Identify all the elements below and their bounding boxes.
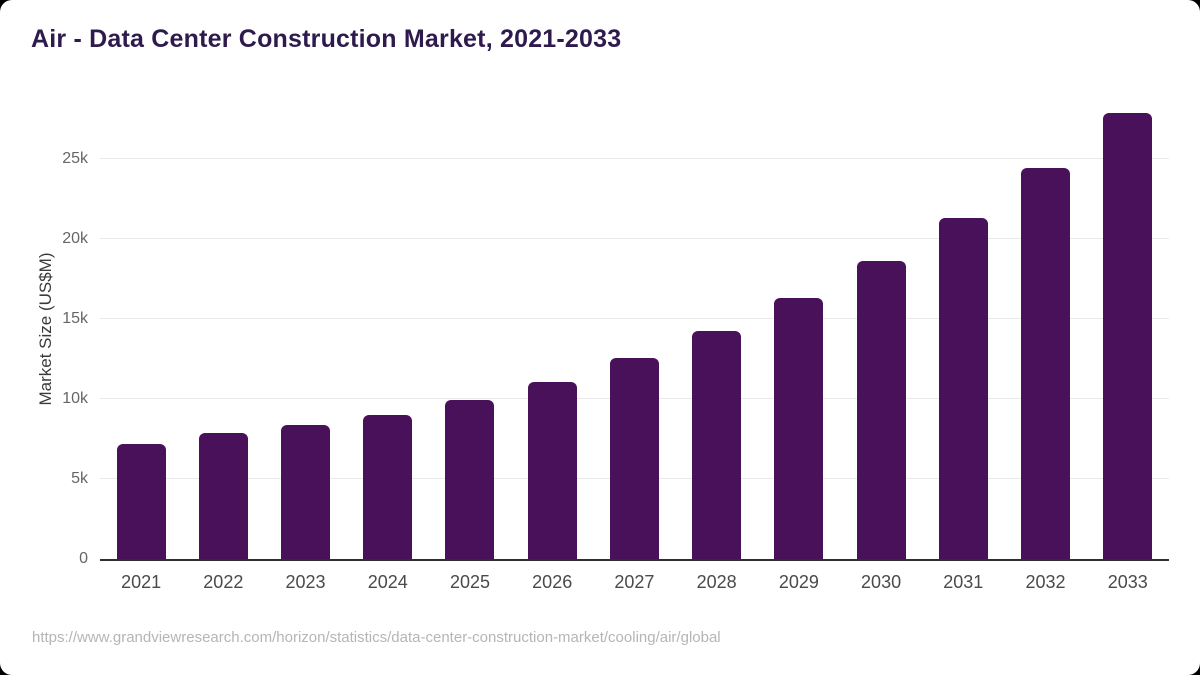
y-tick-label-15k: 15k [62, 310, 88, 327]
x-tick-label-2027: 2027 [614, 572, 655, 592]
source-url: https://www.grandviewresearch.com/horizo… [32, 629, 721, 646]
bar-2029[interactable] [774, 298, 824, 559]
y-tick-label-25k: 25k [62, 150, 88, 167]
x-tick-label-2024: 2024 [367, 572, 408, 592]
x-tick-label-2032: 2032 [1025, 572, 1066, 592]
x-tick-label-2025: 2025 [449, 572, 490, 592]
x-tick-label-2031: 2031 [943, 572, 984, 592]
bars-row [100, 99, 1169, 559]
y-tick-label-10k: 10k [62, 390, 88, 407]
x-tick-label-2022: 2022 [203, 572, 244, 592]
gridline-25k [100, 158, 1169, 159]
bar-2022[interactable] [198, 433, 248, 559]
x-tick-label-2033: 2033 [1107, 572, 1148, 592]
bar-2032[interactable] [1021, 168, 1071, 559]
y-tick-label-0: 0 [79, 550, 88, 567]
chart-title: Air - Data Center Construction Market, 2… [31, 25, 622, 53]
plot-area [100, 99, 1169, 561]
x-tick-label-2028: 2028 [696, 572, 737, 592]
x-tick-label-2029: 2029 [778, 572, 819, 592]
bar-2026[interactable] [527, 382, 577, 559]
x-tick-label-2023: 2023 [285, 572, 326, 592]
gridline-20k [100, 238, 1169, 239]
bar-2030[interactable] [856, 261, 906, 559]
y-tick-label-5k: 5k [71, 470, 88, 487]
x-axis-labels: 2021 2022 2023 2024 2025 2026 2027 2028 2029 2030… [100, 572, 1169, 593]
bar-2027[interactable] [609, 358, 659, 559]
x-tick-label-2030: 2030 [861, 572, 902, 592]
x-tick-label-2026: 2026 [532, 572, 573, 592]
y-axis-ticks: 0 5k 10k 15k 20k 25k [0, 99, 88, 567]
bar-2033[interactable] [1103, 113, 1153, 559]
bar-2031[interactable] [938, 218, 988, 559]
bar-2023[interactable] [281, 425, 331, 559]
bar-2028[interactable] [692, 331, 742, 559]
y-tick-label-20k: 20k [62, 230, 88, 247]
gridline-15k [100, 318, 1169, 319]
bar-2021[interactable] [116, 444, 166, 559]
bar-2025[interactable] [445, 400, 495, 559]
x-tick-label-2021: 2021 [121, 572, 162, 592]
bar-2024[interactable] [363, 415, 413, 559]
